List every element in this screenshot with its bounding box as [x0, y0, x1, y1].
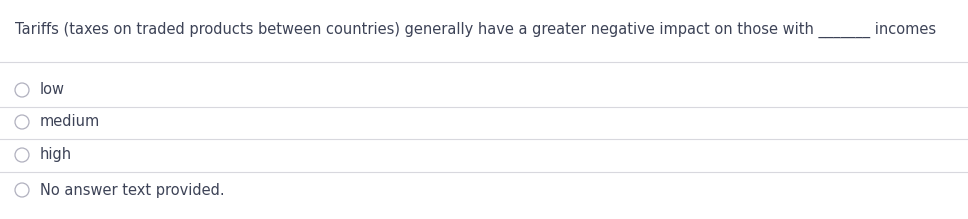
- Text: high: high: [40, 148, 73, 162]
- Circle shape: [15, 148, 29, 162]
- Text: low: low: [40, 83, 65, 97]
- Text: Tariffs (taxes on traded products between countries) generally have a greater ne: Tariffs (taxes on traded products betwee…: [15, 22, 936, 38]
- Text: medium: medium: [40, 115, 101, 129]
- Circle shape: [15, 183, 29, 197]
- Circle shape: [15, 115, 29, 129]
- Circle shape: [15, 83, 29, 97]
- Text: No answer text provided.: No answer text provided.: [40, 182, 225, 198]
